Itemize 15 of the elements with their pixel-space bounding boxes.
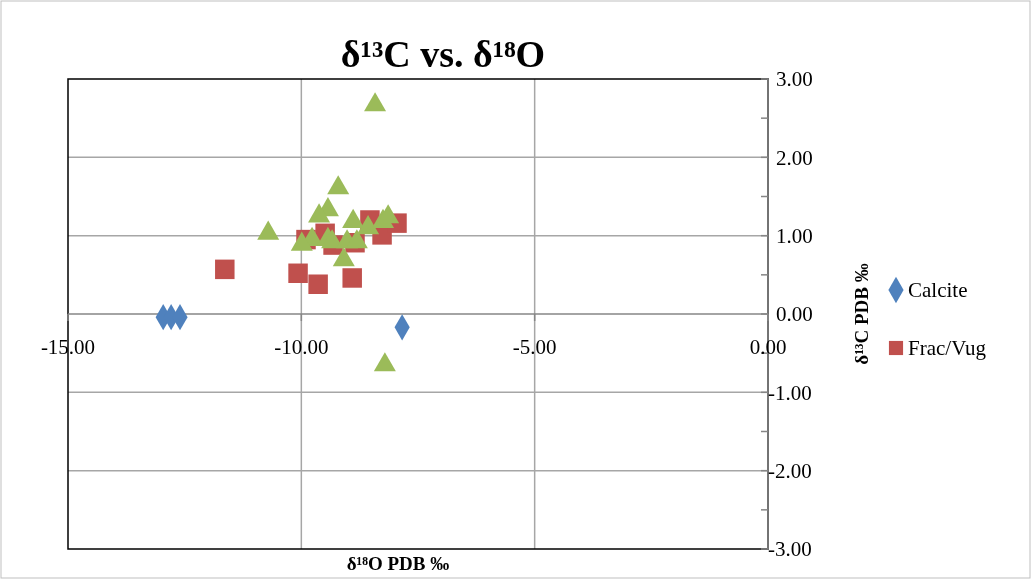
chart-title: δ¹³C vs. δ¹⁸O (340, 33, 546, 75)
y-axis-title: δ¹³C PDB ‰ (851, 263, 872, 365)
y-tick-label: -1.00 (768, 380, 812, 405)
y-tick-label: 2.00 (776, 145, 813, 170)
y-tick-label: 3.00 (776, 67, 813, 92)
x-axis-title: δ¹⁸O PDB ‰ (346, 553, 450, 574)
y-tick-label: -3.00 (768, 537, 812, 562)
x-tick-label: 0.00 (749, 335, 787, 359)
y-tick-label: 1.00 (776, 224, 813, 249)
y-tick-label: -2.00 (768, 459, 812, 484)
x-tick-label: -10.00 (274, 335, 329, 359)
x-tick-label: -5.00 (512, 335, 557, 359)
legend-label: Frac/Vug (908, 336, 987, 361)
legend-label: Calcite (908, 278, 968, 303)
y-tick-label: 0.00 (776, 302, 813, 327)
